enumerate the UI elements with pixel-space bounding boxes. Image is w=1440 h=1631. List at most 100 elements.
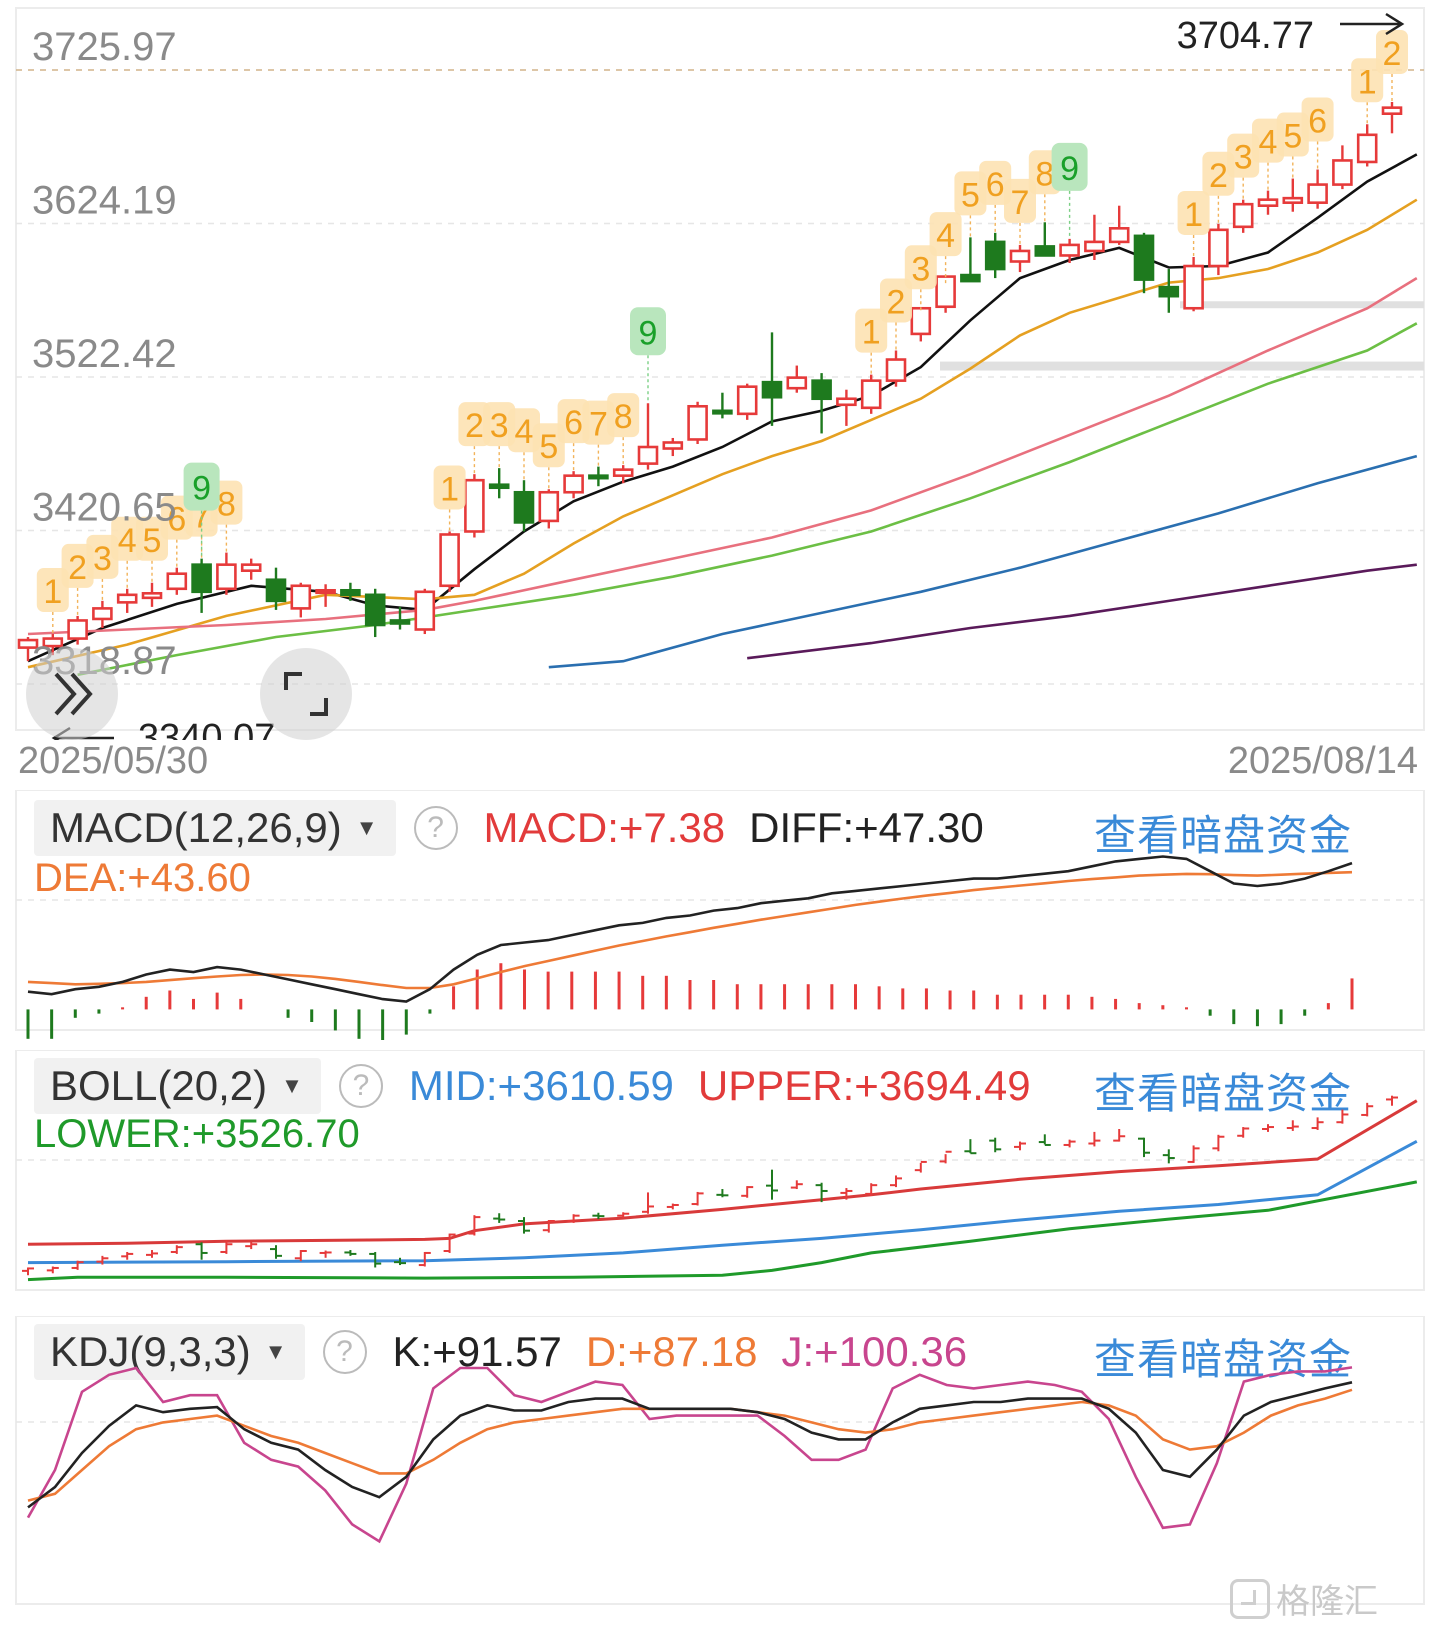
candle: [588, 466, 609, 487]
td-badge: [483, 402, 516, 447]
candle-body: [389, 619, 411, 625]
candle: [1332, 145, 1353, 190]
candle-body: [761, 380, 783, 399]
kdj-indicator-select[interactable]: KDJ(9,3,3) ▼: [34, 1324, 305, 1380]
boll-indicator-select[interactable]: BOLL(20,2) ▼: [34, 1058, 321, 1114]
candle-body: [1381, 106, 1403, 115]
boll-ohlc-tick: [146, 1250, 158, 1258]
boll-ohlc-tick: [344, 1250, 357, 1256]
boll-ohlc-tick: [518, 1217, 530, 1234]
candle: [1059, 238, 1080, 264]
collapse-panel-button[interactable]: [26, 648, 118, 740]
td-badge: [1227, 133, 1260, 178]
boll-ohlc-tick: [1014, 1141, 1026, 1151]
td-badge: [929, 212, 962, 257]
boll-ohlc-tick: [567, 1214, 580, 1223]
candle: [290, 582, 312, 618]
candle-body: [885, 358, 907, 382]
kdj-d-value: D:+87.18: [585, 1328, 758, 1375]
td-badge: [433, 465, 466, 510]
td-count-label: 3: [911, 250, 930, 288]
candle-body: [1158, 285, 1180, 298]
boll-help-icon[interactable]: ?: [338, 1064, 383, 1108]
td-nine-badge: [1051, 142, 1088, 191]
candle: [216, 552, 237, 595]
boll-ohlc-tick: [914, 1160, 927, 1173]
td-count-label: 3: [1234, 139, 1253, 177]
boll-ohlc-tick: [1063, 1139, 1076, 1148]
candle-body: [538, 490, 560, 523]
td-nine-label: 9: [192, 470, 211, 508]
boll-ohlc-tick: [939, 1150, 952, 1164]
candle: [414, 588, 436, 635]
td-badge: [855, 308, 888, 353]
candle: [116, 588, 138, 613]
price-label: 3522.42: [32, 332, 177, 376]
boll-ohlc-tick: [220, 1240, 233, 1254]
candle: [364, 588, 386, 638]
td-badge: [557, 399, 590, 444]
boll-ohlc-tick: [493, 1213, 506, 1223]
candle-body: [315, 588, 336, 595]
candle: [712, 392, 733, 419]
td-badge: [1202, 151, 1235, 196]
macd-indicator-select[interactable]: MACD(12,26,9) ▼: [34, 800, 396, 856]
td-badge: [1376, 29, 1408, 74]
td-count-label: 6: [986, 166, 1005, 204]
td-count-label: 3: [490, 407, 509, 445]
candle-body: [1356, 133, 1378, 164]
candle: [1356, 124, 1378, 167]
td-count-label: 1: [1184, 196, 1203, 234]
td-count-label: 2: [1383, 35, 1402, 73]
td-count-label: 4: [118, 522, 137, 560]
candle: [1084, 214, 1105, 260]
td-count-label: 8: [1035, 155, 1054, 193]
candle-body: [439, 533, 460, 588]
candle-body: [712, 409, 733, 415]
candle: [885, 350, 907, 387]
boll-dark-pool-link[interactable]: 查看暗盘资金: [1093, 1070, 1352, 1117]
candle: [687, 401, 708, 444]
candle-body: [1009, 249, 1031, 263]
macd-help-icon[interactable]: ?: [413, 806, 458, 850]
caret-down-icon: ▼: [355, 815, 378, 840]
candle: [1208, 223, 1229, 276]
candle-body: [464, 478, 485, 533]
kdj-d-line: [27, 1388, 1353, 1502]
candle-body: [1307, 183, 1328, 204]
candle: [315, 584, 336, 607]
td-badge: [86, 534, 119, 579]
td-count-label: 2: [68, 549, 87, 587]
candle: [1108, 205, 1130, 245]
td-nine-label: 9: [639, 314, 658, 352]
td-count-label: 3: [93, 540, 112, 578]
candle: [240, 558, 262, 580]
candle-body: [141, 592, 163, 600]
td-badge: [880, 278, 912, 323]
diff-value: DIFF:+47.30: [749, 804, 984, 851]
candle: [1307, 169, 1328, 209]
kdj-dark-pool-link[interactable]: 查看暗盘资金: [1093, 1336, 1352, 1383]
candle: [141, 582, 163, 607]
td-badge: [458, 402, 491, 447]
boll-ohlc-tick: [1113, 1128, 1126, 1142]
td-badge: [1004, 178, 1036, 223]
low-marker-value: 3340.07: [138, 717, 275, 740]
candle-body: [166, 572, 188, 591]
candle-body: [265, 578, 287, 603]
candle: [389, 606, 411, 630]
kdj-help-icon[interactable]: ?: [322, 1330, 367, 1374]
macd-dark-pool-link[interactable]: 查看暗盘资金: [1093, 812, 1352, 859]
td-count-label: 5: [1283, 118, 1302, 156]
boll-ohlc-tick: [96, 1255, 109, 1265]
candle-body: [563, 474, 584, 494]
td-count-label: 4: [936, 217, 955, 255]
watermark-logo-icon: [1230, 1578, 1270, 1619]
td-count-label: 1: [1358, 63, 1377, 101]
td-badge: [1276, 112, 1309, 157]
fullscreen-button[interactable]: [260, 648, 352, 740]
candle: [1009, 244, 1031, 273]
price-label: 3420.65: [32, 485, 177, 529]
candle: [1133, 232, 1155, 294]
